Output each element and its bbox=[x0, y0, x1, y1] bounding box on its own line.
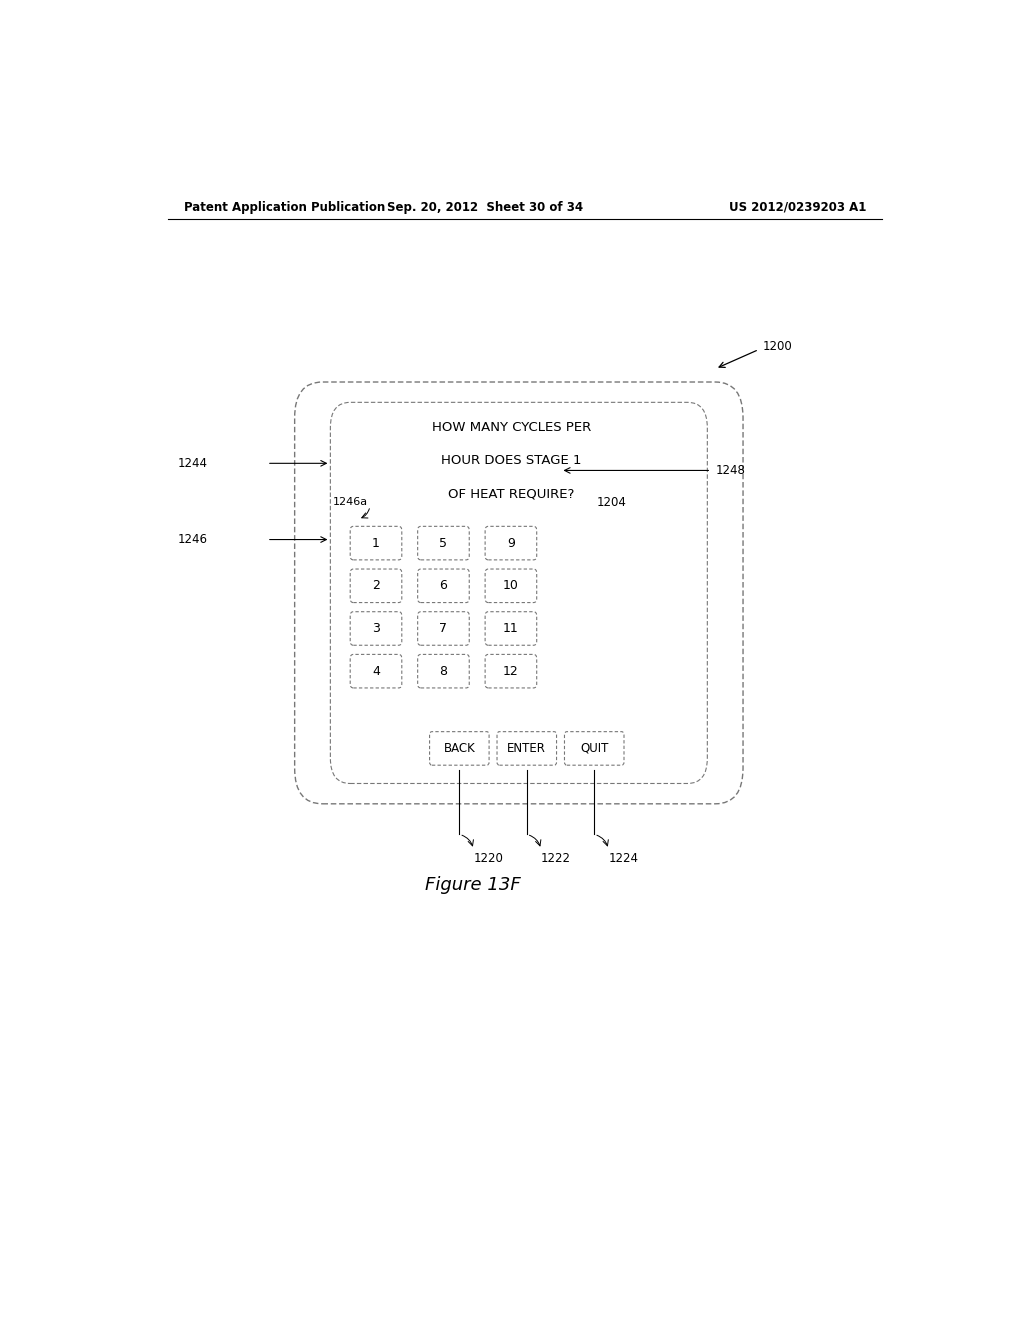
Text: HOUR DOES STAGE 1: HOUR DOES STAGE 1 bbox=[441, 454, 582, 467]
Text: 1222: 1222 bbox=[541, 851, 571, 865]
Text: BACK: BACK bbox=[443, 742, 475, 755]
FancyBboxPatch shape bbox=[350, 527, 401, 560]
FancyBboxPatch shape bbox=[418, 611, 469, 645]
Text: 12: 12 bbox=[503, 665, 519, 677]
Text: 1224: 1224 bbox=[608, 851, 639, 865]
Text: ENTER: ENTER bbox=[507, 742, 546, 755]
Text: Figure 13F: Figure 13F bbox=[425, 876, 521, 894]
FancyBboxPatch shape bbox=[331, 403, 708, 784]
FancyBboxPatch shape bbox=[350, 611, 401, 645]
Text: OF HEAT REQUIRE?: OF HEAT REQUIRE? bbox=[449, 487, 574, 500]
FancyBboxPatch shape bbox=[350, 655, 401, 688]
Text: 8: 8 bbox=[439, 665, 447, 677]
Text: Patent Application Publication: Patent Application Publication bbox=[183, 201, 385, 214]
FancyBboxPatch shape bbox=[485, 569, 537, 602]
Text: 11: 11 bbox=[503, 622, 519, 635]
Text: Sep. 20, 2012  Sheet 30 of 34: Sep. 20, 2012 Sheet 30 of 34 bbox=[387, 201, 584, 214]
Text: 9: 9 bbox=[507, 537, 515, 549]
Text: 2: 2 bbox=[372, 579, 380, 593]
Text: 1246: 1246 bbox=[177, 533, 207, 546]
FancyBboxPatch shape bbox=[485, 655, 537, 688]
FancyBboxPatch shape bbox=[497, 731, 557, 766]
Text: US 2012/0239203 A1: US 2012/0239203 A1 bbox=[729, 201, 866, 214]
Text: 1248: 1248 bbox=[715, 463, 745, 477]
Text: 1204: 1204 bbox=[596, 496, 626, 510]
FancyBboxPatch shape bbox=[430, 731, 489, 766]
Text: 1246a: 1246a bbox=[333, 496, 368, 507]
Text: 4: 4 bbox=[372, 665, 380, 677]
FancyBboxPatch shape bbox=[418, 527, 469, 560]
Text: 5: 5 bbox=[439, 537, 447, 549]
FancyBboxPatch shape bbox=[485, 611, 537, 645]
FancyBboxPatch shape bbox=[418, 655, 469, 688]
Text: QUIT: QUIT bbox=[580, 742, 608, 755]
Text: 3: 3 bbox=[372, 622, 380, 635]
Text: HOW MANY CYCLES PER: HOW MANY CYCLES PER bbox=[432, 421, 591, 434]
Text: 1: 1 bbox=[372, 537, 380, 549]
Text: 10: 10 bbox=[503, 579, 519, 593]
Text: 7: 7 bbox=[439, 622, 447, 635]
FancyBboxPatch shape bbox=[564, 731, 624, 766]
Text: 1244: 1244 bbox=[177, 457, 207, 470]
FancyBboxPatch shape bbox=[295, 381, 743, 804]
FancyBboxPatch shape bbox=[418, 569, 469, 602]
FancyBboxPatch shape bbox=[350, 569, 401, 602]
Text: 6: 6 bbox=[439, 579, 447, 593]
Text: 1200: 1200 bbox=[763, 341, 793, 352]
Text: 1220: 1220 bbox=[474, 851, 504, 865]
FancyBboxPatch shape bbox=[485, 527, 537, 560]
